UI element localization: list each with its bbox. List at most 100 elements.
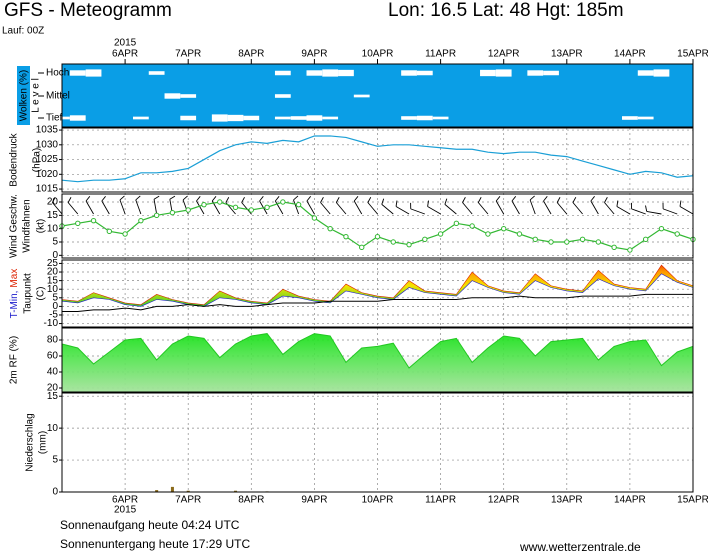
- cloud: [637, 116, 654, 120]
- wind-speed-point: [169, 209, 176, 216]
- x-tick-label-bottom: 6APR: [112, 495, 138, 506]
- y-tick-label: 5: [52, 292, 58, 303]
- wind-speed-point: [75, 220, 81, 227]
- wind-barb-feather: [306, 196, 312, 202]
- wind-speed-point: [611, 244, 617, 251]
- y-tick-label: 0: [52, 301, 58, 312]
- wind-speed-point: [201, 201, 207, 208]
- wind-barb-feather: [335, 197, 340, 203]
- wind-barb-feather: [572, 197, 577, 203]
- wind-speed-point: [122, 231, 128, 237]
- y-tick-label: -5: [49, 310, 58, 321]
- wind-barb: [495, 200, 505, 215]
- wind-speed-point: [295, 201, 302, 208]
- wind-barb-feather: [590, 196, 595, 202]
- x-tick-label-bottom: 14APR: [614, 495, 646, 506]
- wind-barb: [477, 202, 489, 215]
- wind-speed-point: [532, 236, 538, 243]
- wind-speed-point: [390, 239, 396, 245]
- y-tick-label: 60: [47, 351, 59, 362]
- wind-barb: [444, 204, 457, 215]
- wind-barb: [543, 200, 552, 215]
- y-label: Wolken (%): [19, 70, 30, 122]
- cloud: [480, 69, 496, 77]
- y-unit: (hPa): [32, 148, 43, 172]
- panel-frame: [61, 259, 694, 328]
- cloud: [543, 70, 559, 76]
- sunset: Sonnenuntergang heute 17:29 UTC: [60, 537, 250, 551]
- pressure-line: [61, 135, 694, 183]
- precip-bar: [186, 490, 190, 492]
- cloud: [416, 115, 433, 121]
- wind-barb-feather: [153, 195, 160, 200]
- wind-speed-point: [516, 231, 523, 237]
- precip-bar: [170, 486, 174, 492]
- y-tick-label: 10: [47, 284, 59, 295]
- wind-speed-point: [311, 215, 318, 221]
- wind-speed-point: [501, 225, 507, 232]
- y-tick-label: 1025: [36, 154, 59, 165]
- wind-barb-feather: [182, 195, 188, 201]
- wind-speed-point: [406, 241, 412, 248]
- x-tick-label-top: 8APR: [238, 49, 264, 60]
- wind-barb-feather: [462, 197, 466, 203]
- cloud: [338, 69, 354, 77]
- cloud: [527, 70, 544, 76]
- wind-barb: [153, 199, 158, 215]
- x-tick-label-top: 10APR: [362, 49, 394, 60]
- wind-barb: [293, 199, 300, 215]
- wind-speed-point: [437, 231, 444, 237]
- wind-barb-feather: [274, 196, 280, 202]
- wind-barb-feather: [495, 196, 501, 202]
- wind-speed-point: [217, 199, 223, 205]
- wind-barb: [604, 202, 615, 215]
- wind-speed-point: [264, 204, 270, 211]
- cloud: [290, 116, 307, 120]
- panel-frame: [61, 193, 694, 259]
- wind-barb-feather: [353, 196, 359, 202]
- wind-barb-feather: [225, 197, 230, 203]
- wind-speed-point: [595, 239, 602, 245]
- label-box: [17, 66, 30, 125]
- wind-speed-point: [232, 204, 239, 211]
- legend-entry: T-Min,: [9, 291, 20, 319]
- x-tick-label-bottom: 15APR: [677, 495, 708, 506]
- wind-barb-feather: [645, 205, 648, 212]
- wind-barb: [511, 200, 520, 215]
- wind-speed-point: [674, 231, 680, 237]
- x-tick-label-top: 13APR: [551, 49, 583, 60]
- wind-barb-feather: [616, 200, 619, 207]
- wind-speed-point: [658, 225, 665, 232]
- cloud: [274, 116, 291, 120]
- cloud: [274, 94, 291, 98]
- wind-barb-feather: [241, 197, 245, 203]
- x-tick-label-bottom: 8APR: [238, 495, 264, 506]
- sunrise: Sonnenaufgang heute 04:24 UTC: [60, 518, 240, 532]
- wind-barb-feather: [679, 200, 682, 207]
- cloud: [274, 70, 291, 76]
- x-tick-label-top: 11APR: [425, 49, 456, 60]
- y-tick-label: 5: [52, 455, 58, 466]
- series-legend: T-Min, Max: [9, 269, 20, 319]
- level-axis-label: L e v e l: [31, 78, 42, 113]
- cloud: [322, 69, 339, 77]
- cloud: [432, 116, 449, 120]
- wind-speed-point: [453, 220, 460, 227]
- cloud: [495, 69, 512, 77]
- wind-barb: [679, 206, 694, 215]
- run: Lauf: 00Z: [2, 26, 44, 37]
- y-label: Bodendruck: [9, 132, 20, 186]
- wind-barb-feather: [529, 195, 535, 201]
- wind-barb: [395, 206, 410, 215]
- wind-speed-point: [627, 247, 633, 253]
- cloud: [211, 114, 228, 122]
- wind-barb-feather: [556, 197, 561, 203]
- x-tick-label-top: 9APR: [301, 49, 327, 60]
- wind-barb-feather: [381, 198, 385, 205]
- y-tick-label: 0: [52, 250, 58, 261]
- cloud: [416, 70, 433, 76]
- wind-speed-point: [579, 236, 586, 243]
- wind-barb: [462, 202, 473, 215]
- wind-barb-feather: [67, 197, 72, 203]
